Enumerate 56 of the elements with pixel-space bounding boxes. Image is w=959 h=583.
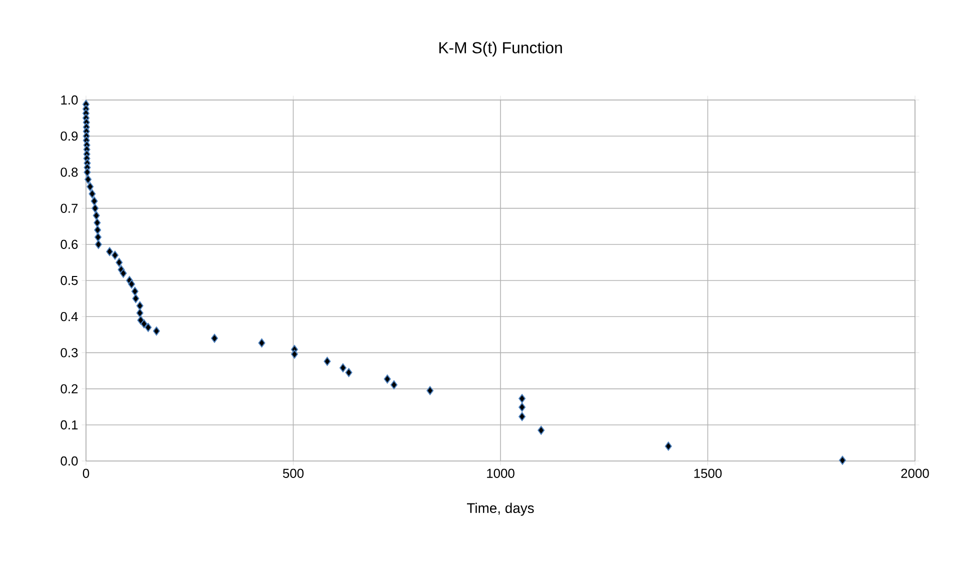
point <box>390 380 398 390</box>
x-tick-label: 1500 <box>694 468 722 478</box>
point <box>120 268 127 278</box>
point <box>258 338 266 348</box>
point <box>518 402 526 412</box>
x-tick-label: 0 <box>82 468 90 478</box>
point <box>116 258 123 267</box>
y-tick-label: 0.3 <box>60 348 78 358</box>
point <box>426 386 434 396</box>
point <box>92 204 99 213</box>
point <box>518 412 526 422</box>
y-tick-label: 0.1 <box>60 420 78 430</box>
point <box>84 174 92 184</box>
point <box>538 426 545 435</box>
y-tick-label: 0.6 <box>60 240 78 249</box>
x-axis-title: Time, days <box>466 502 534 516</box>
point <box>211 334 218 343</box>
point <box>132 294 140 304</box>
point <box>144 322 152 332</box>
y-tick-label: 0.5 <box>60 276 78 286</box>
point <box>88 189 96 198</box>
point <box>90 196 98 206</box>
x-tick-label: 1000 <box>487 468 514 478</box>
point <box>384 374 391 384</box>
point <box>84 168 91 177</box>
point <box>94 218 101 228</box>
y-tick-label: 0.7 <box>60 204 78 213</box>
point <box>152 326 160 336</box>
point <box>94 225 102 234</box>
point <box>136 308 144 318</box>
point <box>92 211 100 220</box>
point <box>106 247 114 256</box>
point <box>94 232 102 242</box>
y-tick-label: 0.0 <box>60 456 78 466</box>
point <box>340 363 346 372</box>
point <box>140 319 148 328</box>
point <box>131 286 138 296</box>
x-tick-label: 2000 <box>901 468 929 478</box>
y-tick-label: 0.8 <box>60 168 78 177</box>
point <box>94 240 102 249</box>
y-tick-label: 0.9 <box>60 132 78 141</box>
y-tick-label: 1.0 <box>61 95 78 105</box>
point <box>128 280 136 289</box>
chart-title: K-M S(t) Function <box>439 42 562 56</box>
point <box>518 394 526 404</box>
point <box>112 250 119 260</box>
x-tick-label: 500 <box>282 468 304 478</box>
point <box>324 356 331 366</box>
y-tick-label: 0.4 <box>60 312 78 322</box>
point <box>136 301 144 310</box>
point <box>664 442 672 451</box>
point <box>86 182 94 192</box>
point <box>291 350 298 359</box>
point <box>345 368 352 378</box>
point <box>838 456 846 465</box>
y-tick-label: 0.2 <box>60 384 78 394</box>
